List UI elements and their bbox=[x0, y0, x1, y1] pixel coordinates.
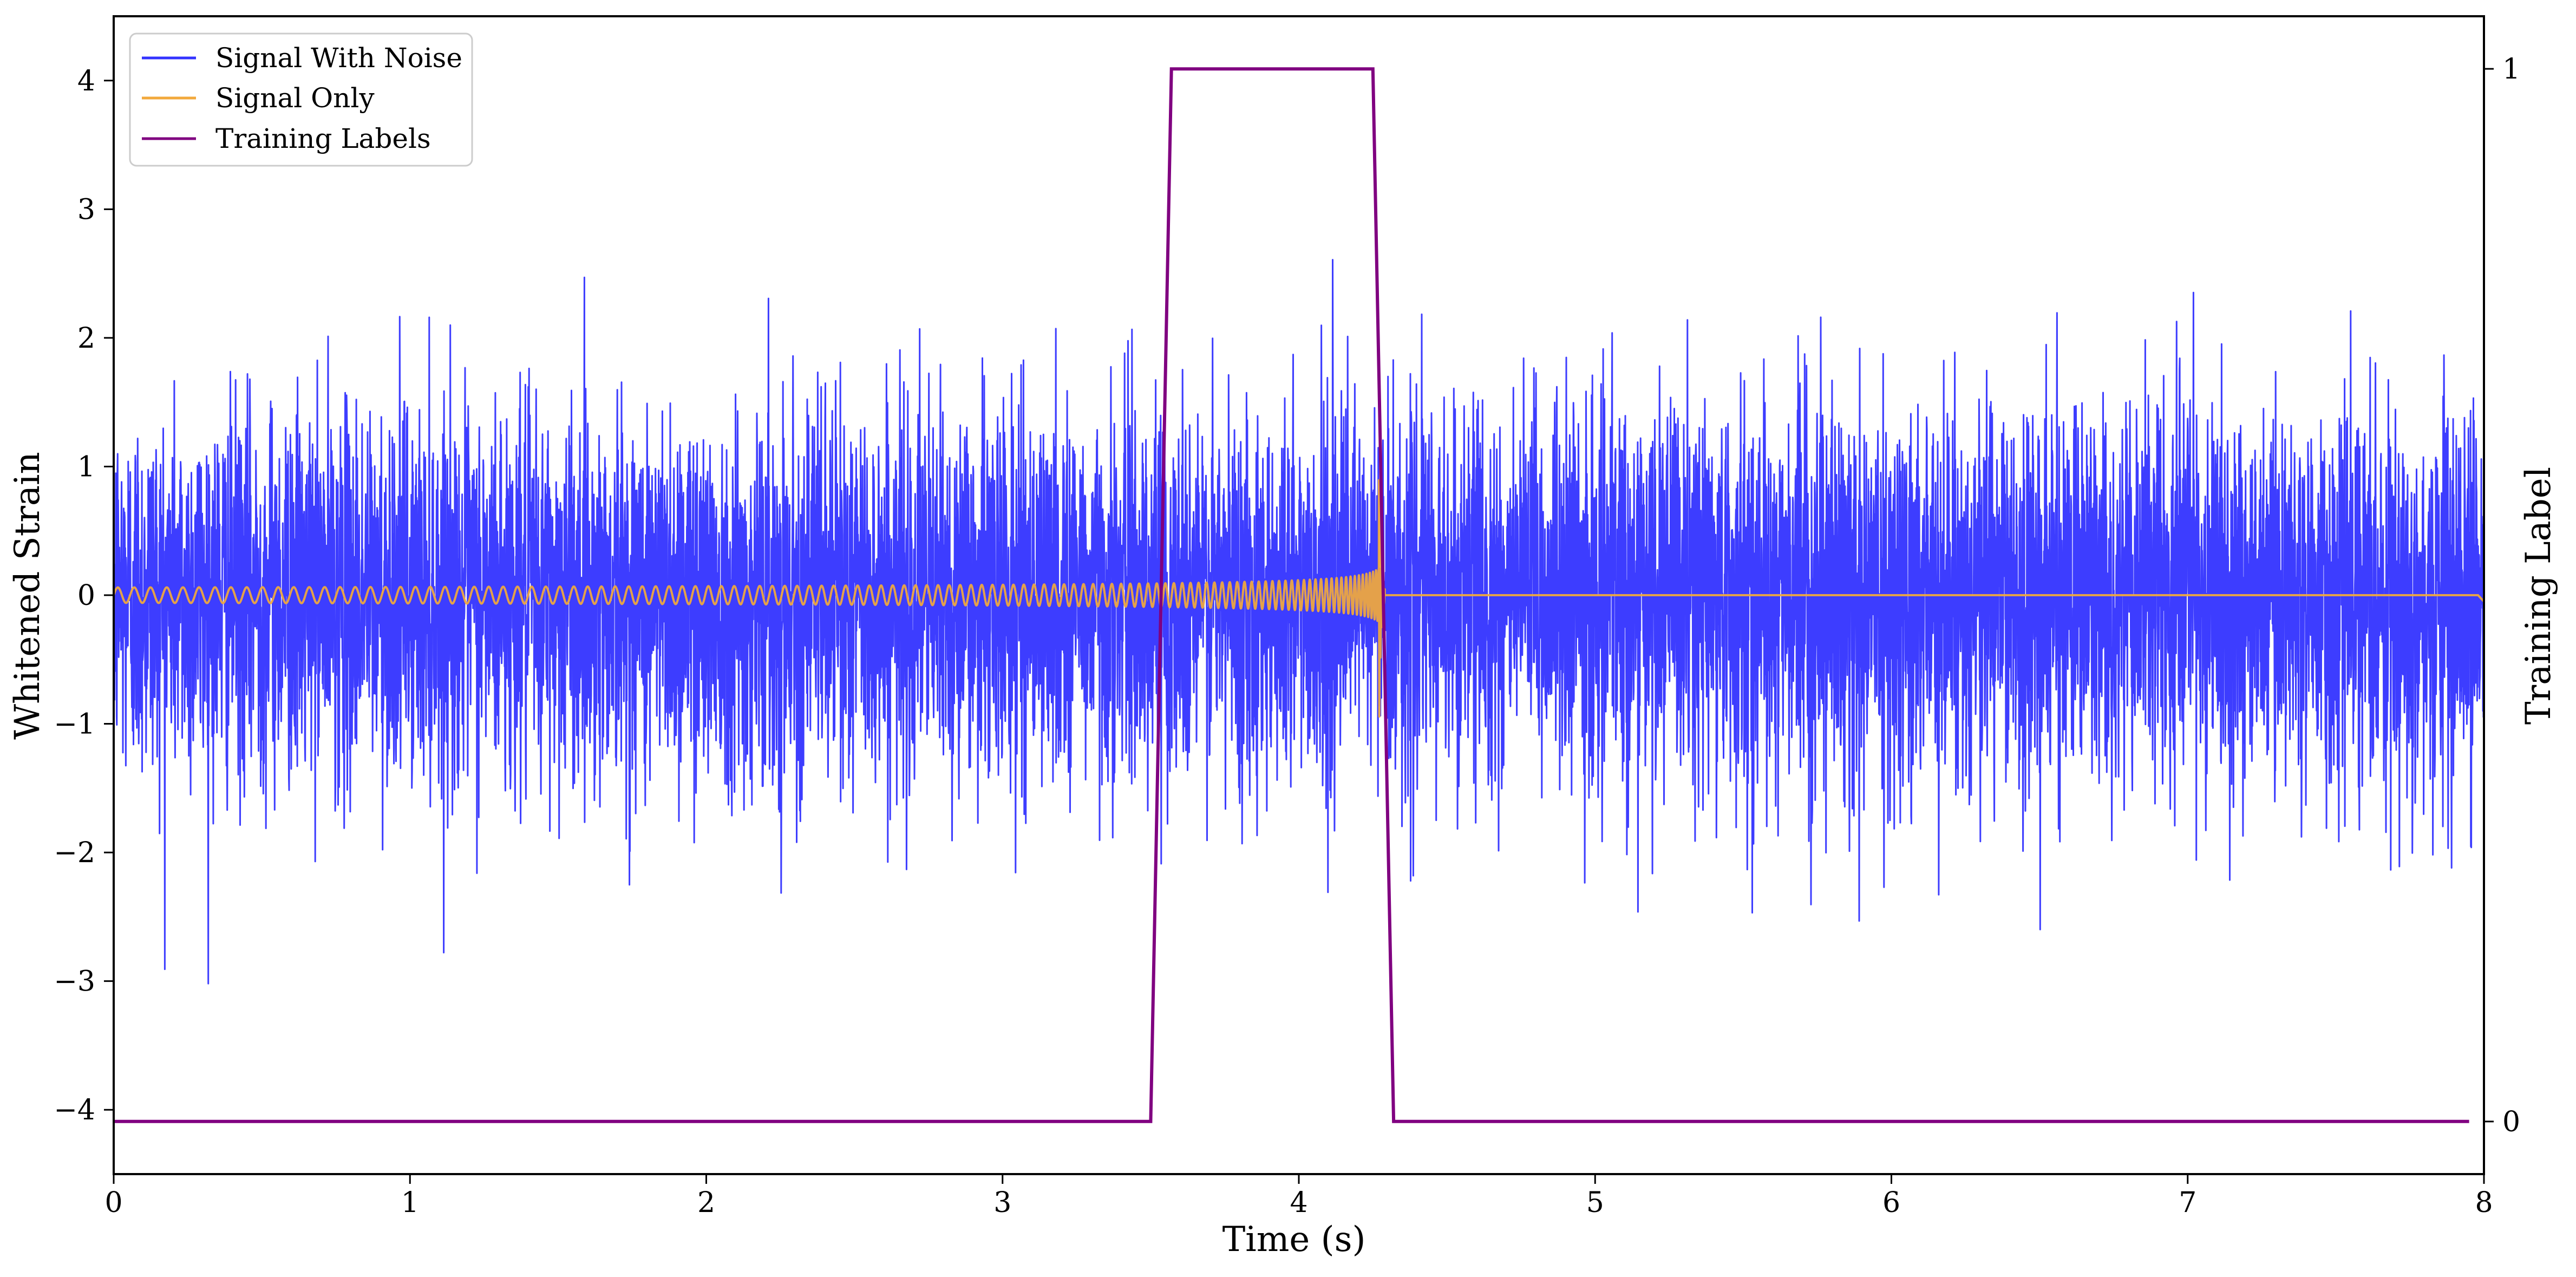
series-signal-with-noise bbox=[113, 259, 2485, 985]
plot-series bbox=[113, 67, 2485, 1123]
y2-tick-label: 1 bbox=[2502, 53, 2520, 86]
y-tick-label: −2 bbox=[54, 837, 95, 869]
legend-label-signal-with-noise: Signal With Noise bbox=[215, 42, 462, 74]
y-tick-label: −4 bbox=[54, 1094, 95, 1126]
y-tick-label: −3 bbox=[54, 966, 95, 998]
x-tick-label: 3 bbox=[993, 1187, 1011, 1219]
y2-tick-label: 0 bbox=[2502, 1106, 2520, 1138]
y-tick-label: 1 bbox=[77, 451, 95, 483]
y2-axis-label: Training Label bbox=[2519, 467, 2559, 725]
x-tick-label: 1 bbox=[401, 1187, 419, 1219]
x-tick-label: 0 bbox=[104, 1187, 122, 1219]
series-training-labels bbox=[114, 67, 2469, 1123]
legend: Signal With Noise Signal Only Training L… bbox=[129, 32, 473, 167]
y-tick-label: −1 bbox=[54, 708, 95, 741]
x-tick-label: 6 bbox=[1882, 1187, 1900, 1219]
x-tick-label: 5 bbox=[1586, 1187, 1604, 1219]
x-tick-label: 7 bbox=[2179, 1187, 2196, 1219]
y-tick-label: 0 bbox=[77, 579, 95, 612]
legend-frame bbox=[129, 32, 473, 167]
y-axis-label: Whitened Strain bbox=[8, 452, 48, 739]
series-signal-only bbox=[113, 479, 2485, 718]
legend-label-training-labels: Training Labels bbox=[215, 123, 431, 154]
x-axis-label: Time (s) bbox=[1222, 1220, 1366, 1260]
x-tick-label: 8 bbox=[2475, 1187, 2493, 1219]
x-tick-label: 4 bbox=[1290, 1187, 1307, 1219]
y-tick-label: 2 bbox=[77, 322, 95, 355]
x-tick-label: 2 bbox=[697, 1187, 715, 1219]
legend-label-signal-only: Signal Only bbox=[215, 82, 375, 114]
y-tick-label: 3 bbox=[77, 193, 95, 226]
tick-marks: 0 1 2 3 4 5 6 7 8 −4 −3 −2 −1 0 1 2 3 4 0 1 bbox=[54, 53, 2520, 1219]
y-tick-label: 4 bbox=[77, 65, 95, 97]
